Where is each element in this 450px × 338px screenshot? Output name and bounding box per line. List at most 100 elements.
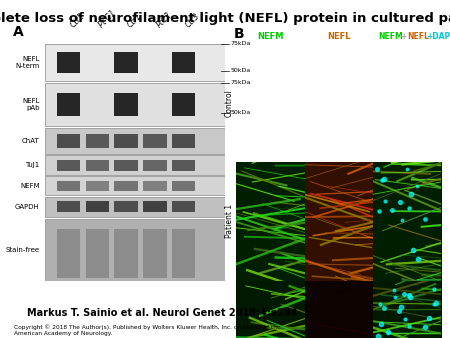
Bar [45, 176, 225, 195]
Bar [172, 181, 195, 191]
Point [378, 177, 386, 183]
Bar [143, 134, 166, 148]
Bar [143, 160, 166, 171]
Text: Copyright © 2018 The Author(s). Published by Wolters Kluwer Health, Inc. on beha: Copyright © 2018 The Author(s). Publishe… [14, 324, 280, 336]
Point [376, 301, 383, 307]
Bar [86, 201, 109, 212]
Text: NEFM: NEFM [257, 32, 284, 41]
Point [401, 317, 408, 322]
Bar [45, 197, 225, 217]
Bar [45, 219, 225, 281]
Bar [172, 201, 195, 212]
Bar [114, 181, 138, 191]
Point [378, 321, 385, 326]
Bar [172, 134, 195, 148]
Text: B: B [234, 27, 245, 41]
Text: +: + [400, 32, 406, 41]
Text: Pt C1: Pt C1 [97, 9, 118, 30]
Text: Ctr2: Ctr2 [68, 12, 86, 30]
Bar [114, 160, 138, 171]
Text: Figure 3 Complete loss of neurofilament light (NEFL) protein in cultured patient: Figure 3 Complete loss of neurofilament … [0, 12, 450, 25]
Bar [114, 134, 138, 148]
Bar [172, 52, 195, 73]
Bar [45, 83, 225, 125]
Text: Ctr3: Ctr3 [184, 12, 202, 30]
Point [414, 256, 422, 261]
Point [405, 206, 413, 211]
Point [432, 300, 440, 306]
Point [404, 166, 411, 172]
Point [398, 217, 405, 222]
Point [397, 200, 404, 205]
Point [391, 294, 398, 299]
Bar [172, 160, 195, 171]
Point [388, 207, 396, 212]
Point [426, 315, 433, 320]
Point [407, 191, 414, 197]
Point [375, 333, 382, 338]
Text: GAPDH: GAPDH [15, 203, 40, 210]
Text: NEFM: NEFM [378, 32, 403, 41]
Bar [114, 229, 138, 278]
Bar [114, 201, 138, 212]
Text: NEFL: NEFL [327, 32, 351, 41]
Bar [114, 52, 138, 73]
Point [396, 308, 403, 314]
Point [422, 324, 429, 330]
Point [406, 294, 413, 300]
Point [397, 304, 405, 310]
Point [400, 291, 407, 296]
Bar [45, 44, 225, 81]
Text: Patient 1: Patient 1 [225, 204, 234, 238]
Text: ChAT: ChAT [22, 138, 40, 144]
Point [422, 217, 429, 222]
Point [405, 323, 413, 329]
Text: Ctr1: Ctr1 [126, 12, 144, 30]
Text: 50kDa: 50kDa [230, 68, 251, 73]
Bar [172, 229, 195, 278]
Point [409, 247, 416, 253]
Text: Stain-free: Stain-free [5, 247, 40, 253]
Bar [114, 93, 138, 116]
Point [376, 209, 383, 214]
Bar [57, 134, 80, 148]
Text: A: A [13, 25, 23, 39]
Bar [143, 229, 166, 278]
Point [430, 301, 437, 307]
Point [382, 198, 389, 203]
Text: Markus T. Sainio et al. Neurol Genet 2018;4:e244: Markus T. Sainio et al. Neurol Genet 201… [27, 308, 297, 318]
Text: Control: Control [225, 89, 234, 117]
Bar [57, 201, 80, 212]
Bar [57, 160, 80, 171]
Bar [57, 93, 80, 116]
Text: 50kDa: 50kDa [230, 110, 251, 115]
Text: NEFM: NEFM [20, 183, 40, 189]
Bar [45, 128, 225, 154]
Point [380, 306, 387, 311]
Bar [143, 201, 166, 212]
Bar [57, 229, 80, 278]
Text: TuJ1: TuJ1 [25, 162, 40, 168]
Text: NEFL
N-term: NEFL N-term [15, 56, 40, 69]
Bar [86, 229, 109, 278]
Text: NEFL: NEFL [407, 32, 429, 41]
Bar [172, 93, 195, 116]
Text: 75kDa: 75kDa [230, 42, 251, 46]
Text: PtC2: PtC2 [155, 11, 174, 30]
Point [374, 166, 381, 172]
Text: +DAPI: +DAPI [426, 32, 450, 41]
Text: 75kDa: 75kDa [230, 80, 251, 86]
Point [385, 330, 392, 335]
Bar [57, 52, 80, 73]
Point [380, 176, 387, 182]
Bar [86, 134, 109, 148]
Bar [57, 181, 80, 191]
Point [390, 288, 397, 293]
Text: NEFL
pAb: NEFL pAb [22, 98, 40, 111]
Point [430, 286, 437, 292]
Bar [45, 155, 225, 175]
Bar [143, 181, 166, 191]
Bar [86, 160, 109, 171]
Bar [86, 181, 109, 191]
Point [414, 183, 421, 188]
